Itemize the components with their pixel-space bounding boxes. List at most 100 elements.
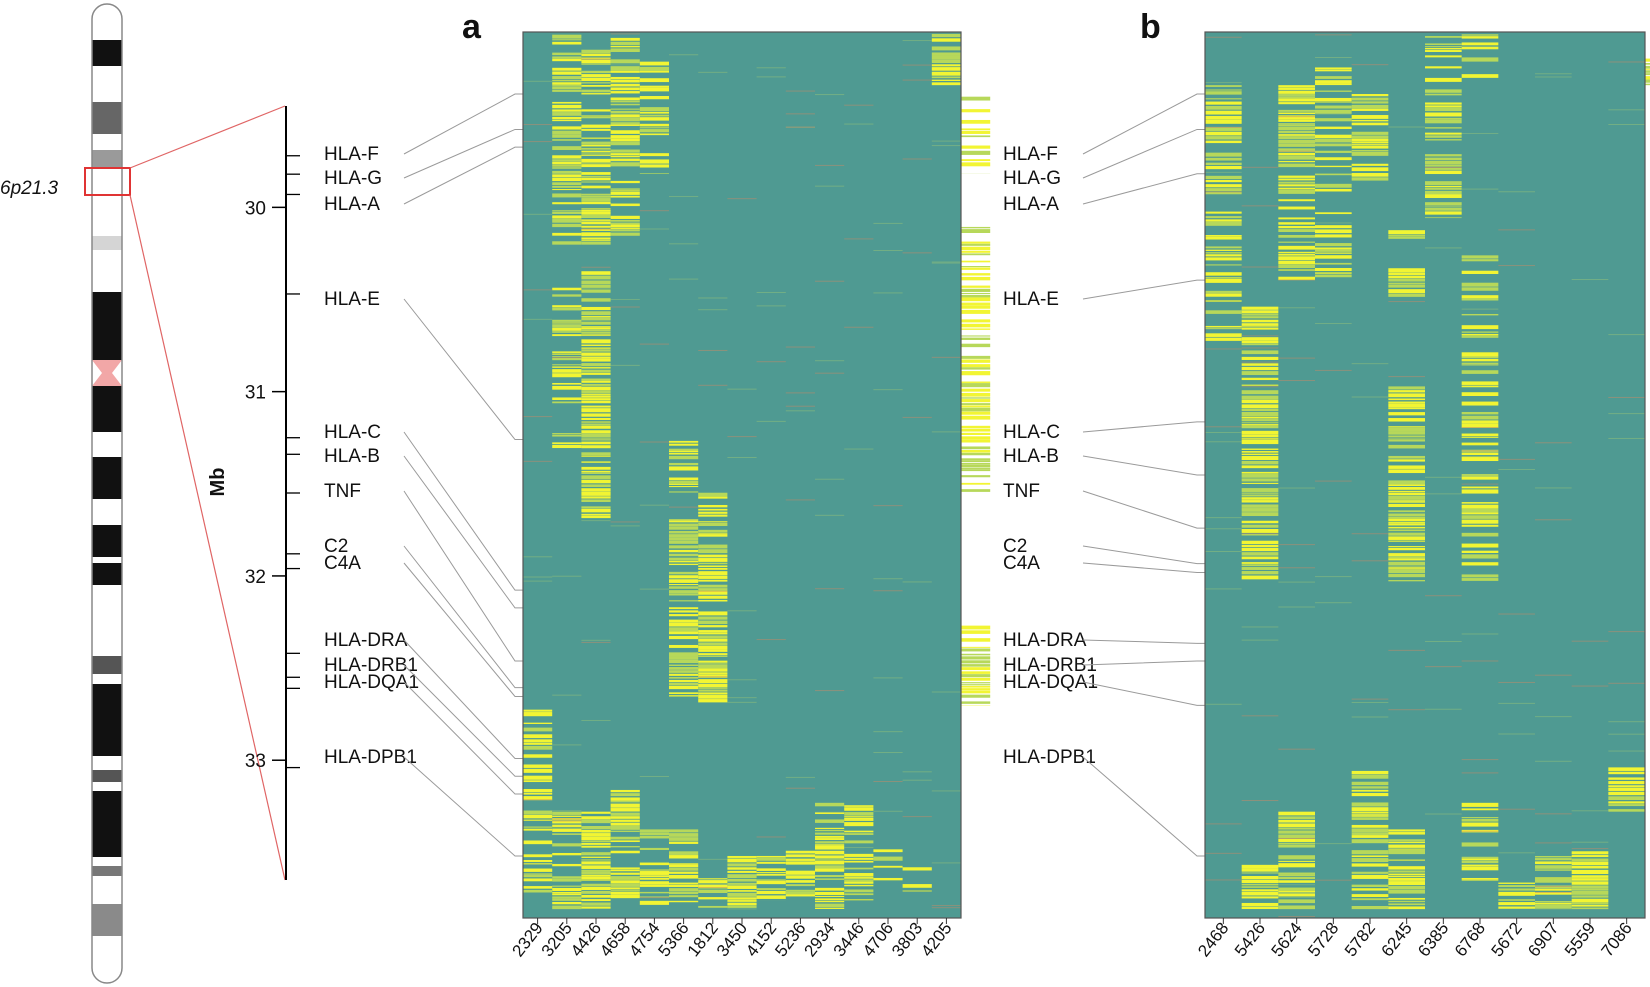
- heatmap-cell: [552, 852, 582, 856]
- heatmap-cell: [552, 232, 582, 236]
- heatmap-cell: [698, 683, 728, 688]
- heatmap-cell: [1315, 90, 1352, 92]
- heatmap-cell: [815, 838, 845, 841]
- heatmap-cell: [523, 745, 553, 750]
- heatmap-cell: [581, 208, 611, 210]
- heatmap-cell: [669, 841, 699, 844]
- heatmap-cell: [1461, 822, 1499, 827]
- heatmap-cell: [669, 452, 699, 455]
- heatmap-cell: [961, 468, 991, 470]
- heatmap-cell: [785, 875, 815, 877]
- heatmap-cell: [1278, 229, 1315, 232]
- heatmap-cell: [1498, 702, 1535, 704]
- heatmap-cell: [815, 903, 845, 908]
- heatmap-cell: [1315, 183, 1352, 188]
- heatmap-cell: [610, 103, 640, 106]
- heatmap-cell: [1205, 293, 1242, 297]
- heatmap-cell: [669, 682, 699, 686]
- gene-ticks: [286, 155, 300, 769]
- heatmap-cell: [581, 57, 611, 59]
- heatmap-cell: [1278, 123, 1315, 125]
- heatmap-cell: [785, 880, 815, 883]
- heatmap-cell: [523, 854, 553, 858]
- heatmap-cell: [961, 684, 991, 686]
- heatmap-cell: [1388, 553, 1425, 557]
- heatmap-cell: [698, 529, 728, 533]
- heatmap-cell: [581, 228, 611, 231]
- heatmap-cell: [581, 232, 611, 237]
- column-label: 4658: [596, 919, 634, 961]
- gene-label: HLA-DQA1: [324, 672, 419, 693]
- heatmap-cell: [552, 901, 582, 905]
- heatmap-cell: [581, 890, 611, 894]
- heatmap-cell: [1351, 94, 1389, 97]
- heatmap-cell: [756, 861, 786, 864]
- heatmap-cell: [1241, 564, 1279, 567]
- heatmap-cell: [1278, 134, 1315, 136]
- heatmap-cell: [1241, 425, 1279, 429]
- heatmap-cell: [581, 386, 611, 391]
- heatmap-cell: [639, 862, 669, 866]
- heatmap-cell: [1205, 140, 1242, 144]
- heatmap-cell: [1535, 878, 1572, 883]
- heatmap-cell: [1241, 350, 1279, 355]
- heatmap-cell: [961, 250, 991, 253]
- heatmap-cell: [581, 93, 611, 95]
- heatmap-cell: [581, 214, 611, 219]
- heatmap-cell: [1241, 439, 1279, 445]
- heatmap-cell: [698, 645, 728, 650]
- heatmap-cell: [1351, 560, 1389, 562]
- heatmap-cell: [669, 607, 699, 610]
- heatmap-cell: [931, 262, 961, 264]
- heatmap-cell: [1315, 173, 1352, 176]
- heatmap-cell: [1535, 861, 1572, 865]
- heatmap-cell: [581, 383, 611, 386]
- gene-label: HLA-DPB1: [324, 747, 417, 768]
- heatmap-cell: [1351, 811, 1389, 814]
- heatmap-cell: [1205, 337, 1242, 341]
- gene-label: HLA-F: [1003, 144, 1058, 165]
- heatmap-cell: [639, 85, 669, 88]
- heatmap-cell: [581, 906, 611, 909]
- heatmap-cell: [698, 668, 728, 672]
- column-label: 2329: [508, 919, 546, 961]
- heatmap-cell: [1278, 178, 1315, 181]
- heatmap-cell: [785, 392, 815, 394]
- heatmap-cell: [1388, 513, 1425, 517]
- heatmap-cell: [961, 671, 991, 674]
- heatmap-cell: [961, 432, 991, 435]
- heatmap-cell: [669, 579, 699, 583]
- heatmap-cell: [844, 819, 874, 821]
- heatmap-cell: [1351, 871, 1389, 874]
- heatmap-cell: [1535, 674, 1572, 676]
- heatmap-cell: [1425, 666, 1462, 668]
- heatmap-cell: [1205, 333, 1242, 337]
- heatmap-cell: [1241, 310, 1279, 314]
- heatmap-cell: [785, 126, 815, 128]
- heatmap-cell: [1425, 640, 1462, 642]
- heatmap-cell: [931, 46, 961, 51]
- heatmap-cell: [669, 519, 699, 523]
- heatmap-cell: [669, 483, 699, 485]
- heatmap-cell: [1388, 435, 1425, 438]
- heatmap-cell: [581, 408, 611, 413]
- heatmap-cell: [1241, 492, 1279, 494]
- heatmap-cell: [1571, 902, 1609, 905]
- heatmap-cell: [698, 664, 728, 669]
- heatmap-cell: [1571, 640, 1609, 642]
- heatmap-cell: [961, 309, 991, 314]
- heatmap-cell: [523, 780, 553, 783]
- heatmap-cell: [610, 117, 640, 122]
- heatmap-cell: [581, 836, 611, 841]
- heatmap-cell: [669, 590, 699, 594]
- heatmap-cell: [1351, 144, 1389, 146]
- heatmap-cell: [1608, 767, 1645, 771]
- heatmap-cell: [1351, 839, 1389, 844]
- heatmap-cell: [1351, 884, 1389, 887]
- heatmap-cell: [1241, 544, 1279, 548]
- heatmap-cell: [1388, 556, 1425, 559]
- heatmap-cell: [1278, 811, 1315, 816]
- heatmap-cell: [727, 882, 757, 885]
- heatmap-cell: [698, 534, 728, 537]
- heatmap-cell: [1498, 891, 1535, 896]
